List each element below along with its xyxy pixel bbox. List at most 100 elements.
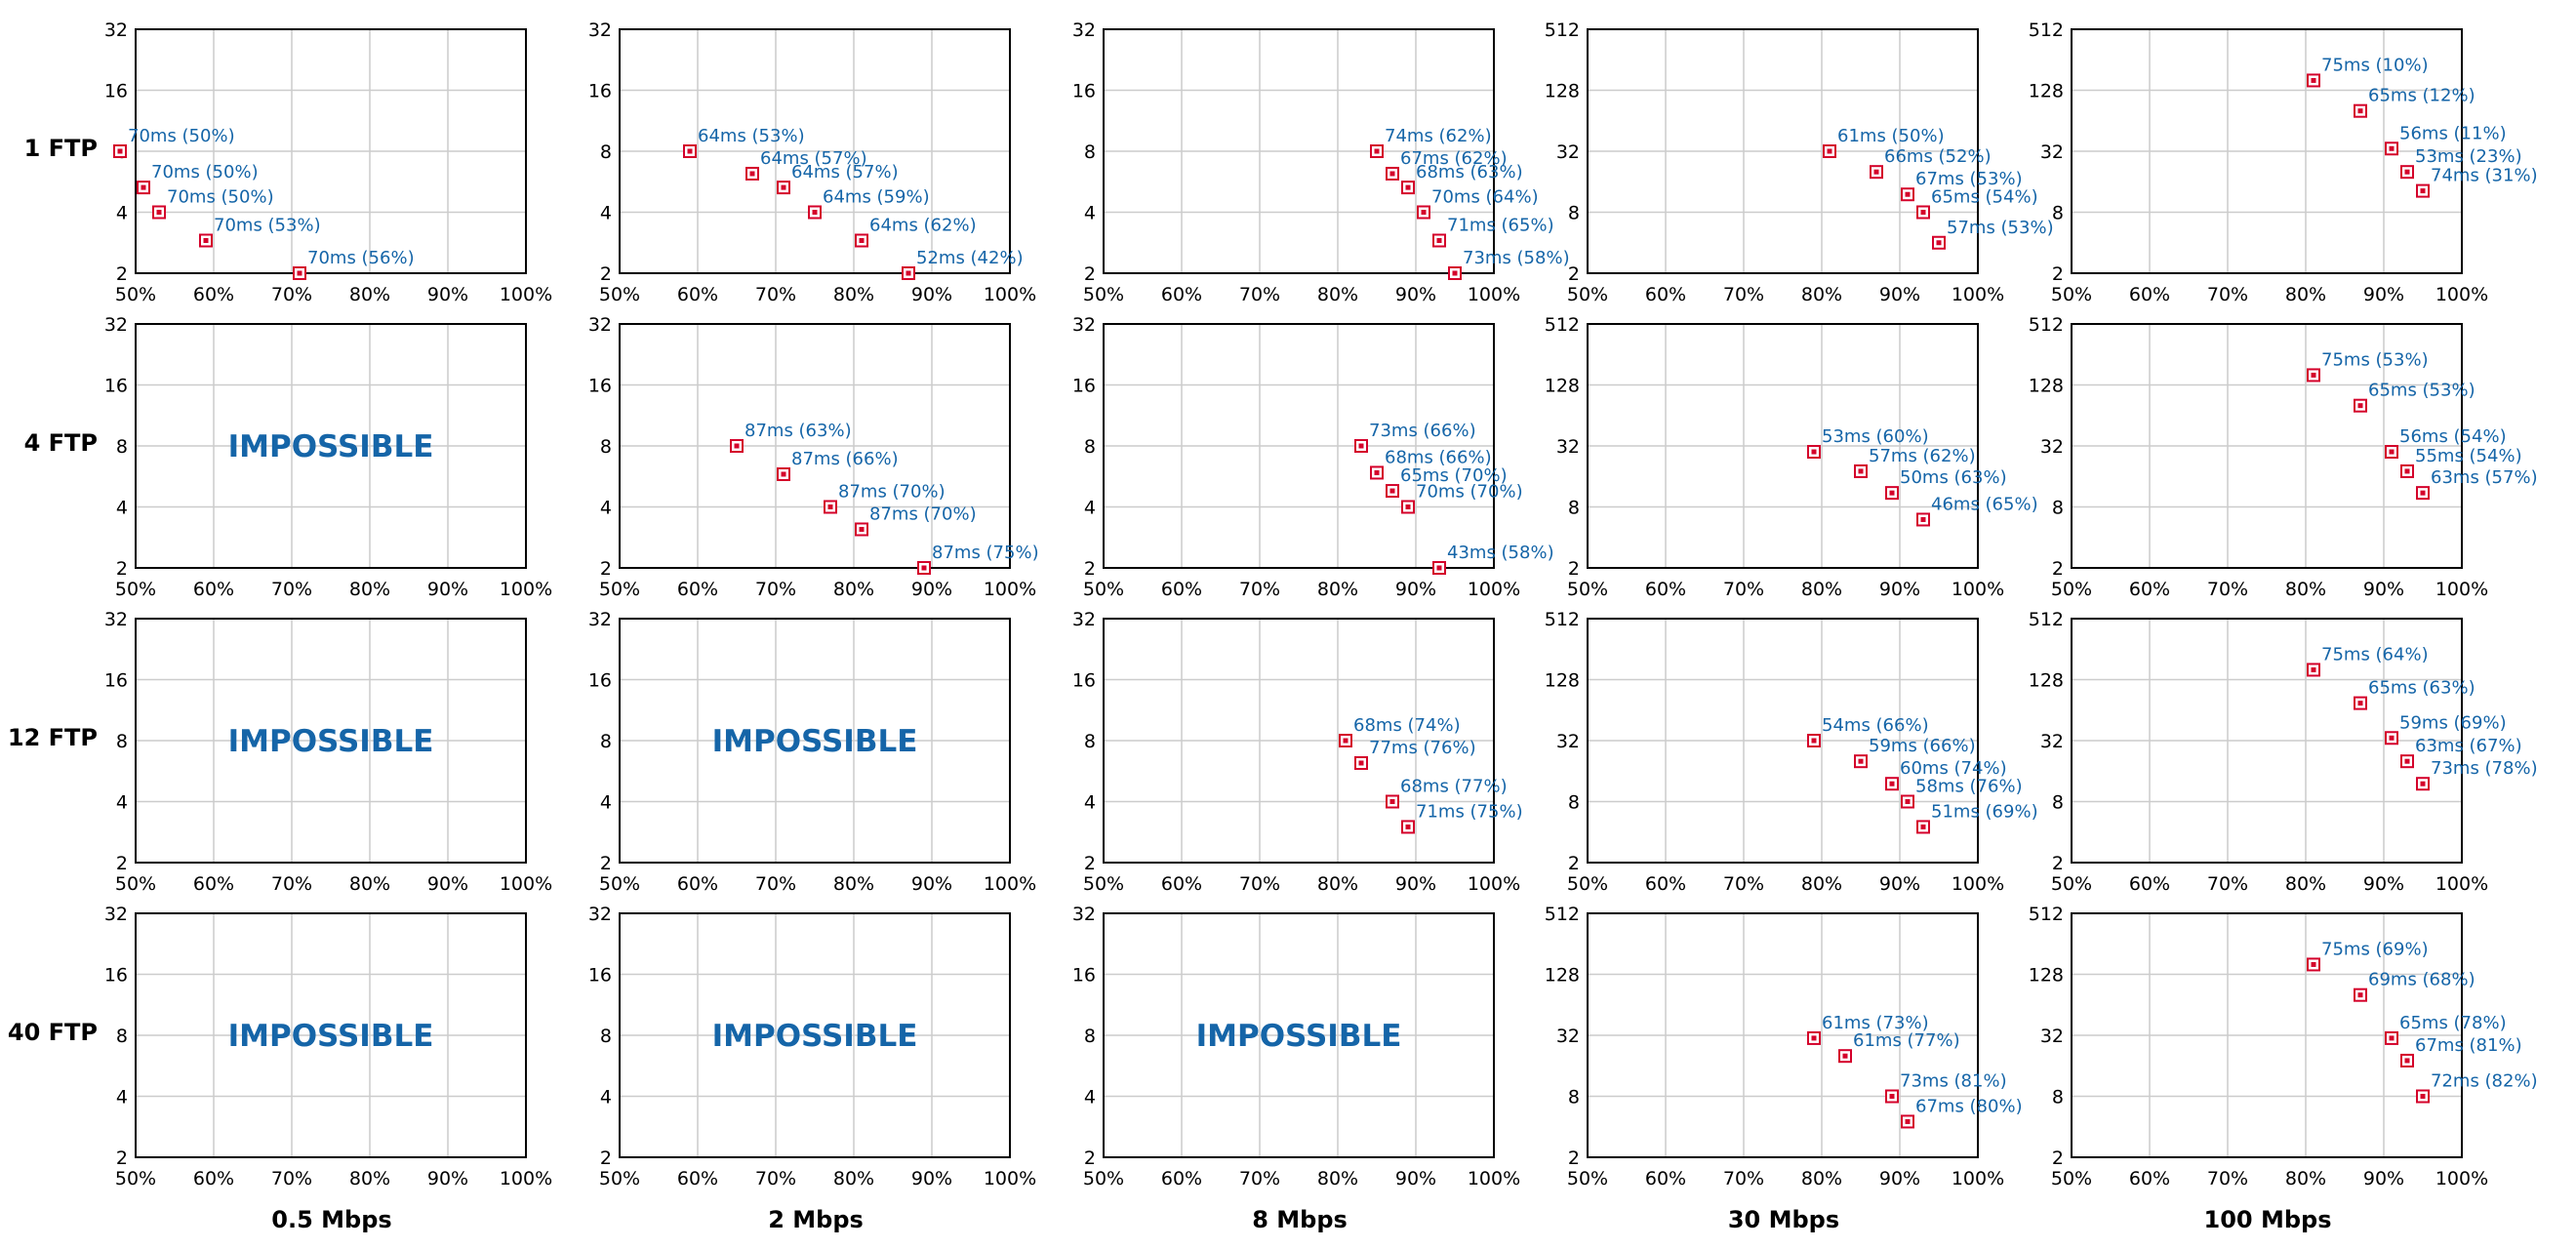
x-tick-label: 70% (271, 873, 312, 895)
x-tick-label: 50% (115, 1168, 156, 1189)
data-point-marker-core (2420, 1094, 2426, 1099)
data-point-label: 87ms (63%) (745, 421, 852, 441)
data-point-marker-core (2404, 758, 2410, 764)
data-point-marker-core (1374, 469, 1380, 475)
x-tick-label: 70% (1239, 1168, 1280, 1189)
row-label-12-ftp: 12 FTP (7, 724, 98, 751)
data-point-marker-core (2311, 961, 2316, 967)
data-point-marker-core (2420, 188, 2426, 194)
impossible-label: IMPOSSIBLE (712, 1019, 918, 1054)
plot-frame (2071, 618, 2463, 864)
x-tick-label: 80% (1801, 1168, 1842, 1189)
data-point-marker-core (1858, 468, 1864, 474)
y-tick-label: 32 (2040, 436, 2064, 458)
data-point-label: 64ms (57%) (791, 162, 899, 182)
data-point-marker-core (1389, 799, 1395, 804)
x-tick-label: 90% (911, 873, 952, 895)
plot-frame (2071, 28, 2463, 274)
x-tick-label: 60% (1161, 284, 1202, 305)
x-tick-label: 70% (1723, 579, 1764, 600)
x-tick-label: 80% (2285, 873, 2326, 895)
plot-frame (135, 618, 527, 864)
data-point-label: 70ms (70%) (1416, 482, 1523, 503)
data-point-marker-core (859, 237, 865, 243)
data-point-label: 50ms (63%) (1900, 467, 2007, 488)
y-tick-label: 512 (2029, 904, 2064, 925)
data-point-label: 67ms (62%) (1400, 148, 1508, 169)
y-tick-label: 32 (1556, 731, 1580, 752)
y-tick-label: 32 (1072, 609, 1096, 630)
subplot-r2-c4: 50% 60% 70% 80% 90% 100% 2 8 32 128 512 75ms (64%) 6… (2029, 609, 2538, 895)
y-tick-label: 128 (2029, 965, 2064, 987)
x-tick-label: 100% (500, 579, 552, 600)
plot-frame (619, 28, 1011, 274)
data-point-label: 63ms (67%) (2415, 736, 2522, 756)
x-tick-label: 80% (1801, 284, 1842, 305)
y-tick-label: 32 (104, 20, 128, 41)
y-tick-label: 4 (116, 1087, 128, 1108)
subplot-r3-c2: 50% 60% 70% 80% 90% 100% 2 4 8 16 32 IMPOSSIBLE (1072, 904, 1520, 1189)
impossible-label: IMPOSSIBLE (712, 724, 918, 759)
y-tick-label: 16 (1072, 965, 1096, 987)
x-tick-label: 100% (1468, 1168, 1520, 1189)
data-point-label: 70ms (64%) (1431, 187, 1539, 208)
x-tick-label: 90% (2363, 873, 2404, 895)
x-tick-label: 80% (2285, 1168, 2326, 1189)
x-tick-label: 70% (755, 873, 796, 895)
y-tick-label: 2 (2052, 853, 2064, 874)
data-point-label: 72ms (82%) (2431, 1071, 2538, 1092)
y-tick-label: 16 (1072, 376, 1096, 397)
data-point-marker-core (1936, 240, 1942, 246)
y-tick-label: 8 (600, 141, 612, 163)
x-tick-label: 100% (1952, 579, 2004, 600)
plot-frame (2071, 912, 2463, 1158)
data-point-label: 59ms (69%) (2399, 712, 2507, 733)
y-tick-label: 4 (600, 1087, 612, 1108)
data-point-label: 73ms (81%) (1900, 1071, 2007, 1092)
x-tick-label: 70% (1239, 873, 1280, 895)
data-point-marker-core (1827, 148, 1832, 154)
data-point-marker-core (1858, 758, 1864, 764)
data-point-marker-core (1405, 504, 1411, 509)
data-point-marker-core (2311, 372, 2316, 378)
plot-frame (1587, 618, 1979, 864)
data-point-marker-core (117, 148, 123, 154)
x-tick-label: 70% (1239, 579, 1280, 600)
y-tick-label: 8 (116, 1026, 128, 1047)
y-tick-label: 128 (1545, 81, 1580, 102)
x-tick-label: 80% (1317, 579, 1358, 600)
y-tick-label: 128 (1545, 376, 1580, 397)
data-point-marker-core (297, 270, 302, 276)
x-tick-label: 100% (1952, 1168, 2004, 1189)
data-point-marker-core (141, 184, 146, 190)
subplot-r2-c0: 50% 60% 70% 80% 90% 100% 2 4 8 16 32 IMPOSSIBLE (104, 609, 552, 895)
x-tick-label: 70% (1239, 284, 1280, 305)
y-tick-label: 32 (1072, 20, 1096, 41)
data-point-marker-core (1421, 210, 1427, 215)
x-tick-label: 60% (193, 873, 234, 895)
x-tick-label: 100% (500, 284, 552, 305)
x-tick-label: 90% (2363, 284, 2404, 305)
data-point-label: 64ms (57%) (760, 148, 867, 169)
x-tick-label: 100% (1952, 284, 2004, 305)
data-point-label: 87ms (70%) (869, 504, 977, 524)
data-point-label: 73ms (58%) (1463, 248, 1570, 268)
y-tick-label: 8 (1568, 1087, 1580, 1108)
data-point-marker-core (203, 237, 209, 243)
x-tick-label: 70% (1723, 284, 1764, 305)
data-point-marker-core (2404, 468, 2410, 474)
y-tick-label: 4 (600, 203, 612, 224)
subplot-r2-c2: 50% 60% 70% 80% 90% 100% 2 4 8 16 32 68ms (74%)77ms… (1072, 609, 1523, 895)
x-tick-label: 90% (1395, 284, 1436, 305)
data-point-label: 71ms (75%) (1416, 801, 1523, 822)
data-point-label: 56ms (11%) (2399, 123, 2507, 143)
x-tick-label: 100% (2435, 284, 2488, 305)
data-point-label: 65ms (54%) (1931, 187, 2038, 208)
y-tick-label: 4 (1084, 203, 1096, 224)
x-tick-label: 100% (2435, 873, 2488, 895)
x-tick-label: 80% (833, 873, 874, 895)
plot-frame (1103, 618, 1495, 864)
x-tick-label: 50% (599, 284, 640, 305)
data-point-label: 61ms (73%) (1822, 1013, 1929, 1033)
